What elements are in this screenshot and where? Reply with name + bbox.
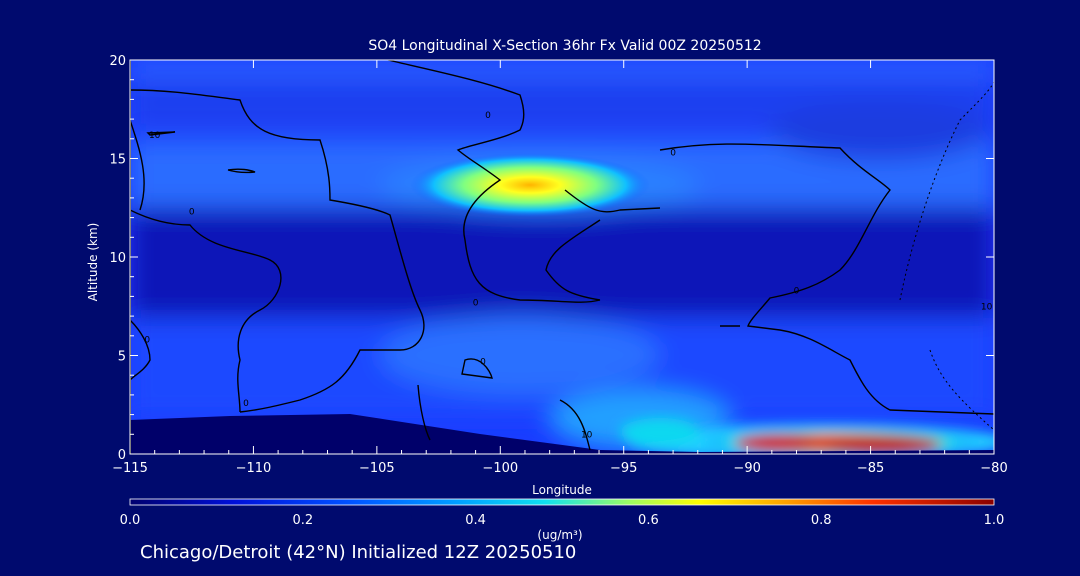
x-tick-label: −110: [236, 461, 272, 476]
colorbar-tick-label: 0.4: [465, 513, 486, 528]
colorbar-ticks: 0.0 0.2 0.4 0.6 0.8 1.0: [120, 513, 1005, 528]
y-tick-label: 0: [118, 448, 126, 463]
x-tick-label: −105: [359, 461, 395, 476]
contour-label: 0: [144, 336, 150, 346]
contour-lines: [130, 60, 994, 454]
colorbar: [130, 499, 994, 505]
contour-label: 10: [981, 302, 993, 312]
y-tick-label: 5: [118, 350, 126, 365]
colorbar-label: (ug/m³): [537, 528, 582, 542]
terrain: [130, 414, 994, 454]
x-axis: −115 −110 −105 −100 −95 −90 −85 −80: [112, 60, 1008, 476]
contour-label: 0: [480, 357, 486, 367]
footer-caption: Chicago/Detroit (42°N) Initialized 12Z 2…: [140, 542, 577, 563]
colorbar-tick-label: 0.8: [811, 513, 832, 528]
colorbar-tick-label: 1.0: [984, 513, 1005, 528]
x-tick-label: −80: [980, 461, 1007, 476]
upper-plume: [410, 153, 650, 217]
x-tick-label: −115: [112, 461, 148, 476]
x-axis-label: Longitude: [532, 483, 592, 497]
colorbar-tick-label: 0.2: [292, 513, 313, 528]
contour-label: 0: [243, 399, 249, 409]
x-tick-label: −90: [733, 461, 760, 476]
contour-label: 0: [189, 208, 195, 218]
y-tick-label: 15: [109, 153, 126, 168]
concentration-field: 10 0 0 0 0 0 0 0 0 10 10: [130, 60, 994, 454]
x-tick-label: −85: [857, 461, 884, 476]
contour-label: 0: [794, 286, 800, 296]
contour-label: 10: [581, 430, 593, 440]
contour-label: 0: [670, 149, 676, 159]
y-tick-label: 20: [109, 54, 126, 69]
contour-label: 10: [149, 131, 161, 141]
y-axis: 0 5 10 15 20: [109, 54, 994, 463]
x-tick-label: −100: [482, 461, 518, 476]
x-tick-label: −95: [610, 461, 637, 476]
contour-label: 0: [473, 298, 479, 308]
colorbar-tick-label: 0.6: [638, 513, 659, 528]
y-axis-label: Altitude (km): [86, 223, 100, 302]
contour-label: 0: [485, 111, 491, 121]
contour-label-layer: 10 0 0 0 0 0 0 0 0 10 10: [144, 111, 992, 440]
chart-title: SO4 Longitudinal X-Section 36hr Fx Valid…: [368, 38, 761, 54]
colorbar-tick-label: 0.0: [120, 513, 141, 528]
y-tick-label: 10: [109, 251, 126, 266]
